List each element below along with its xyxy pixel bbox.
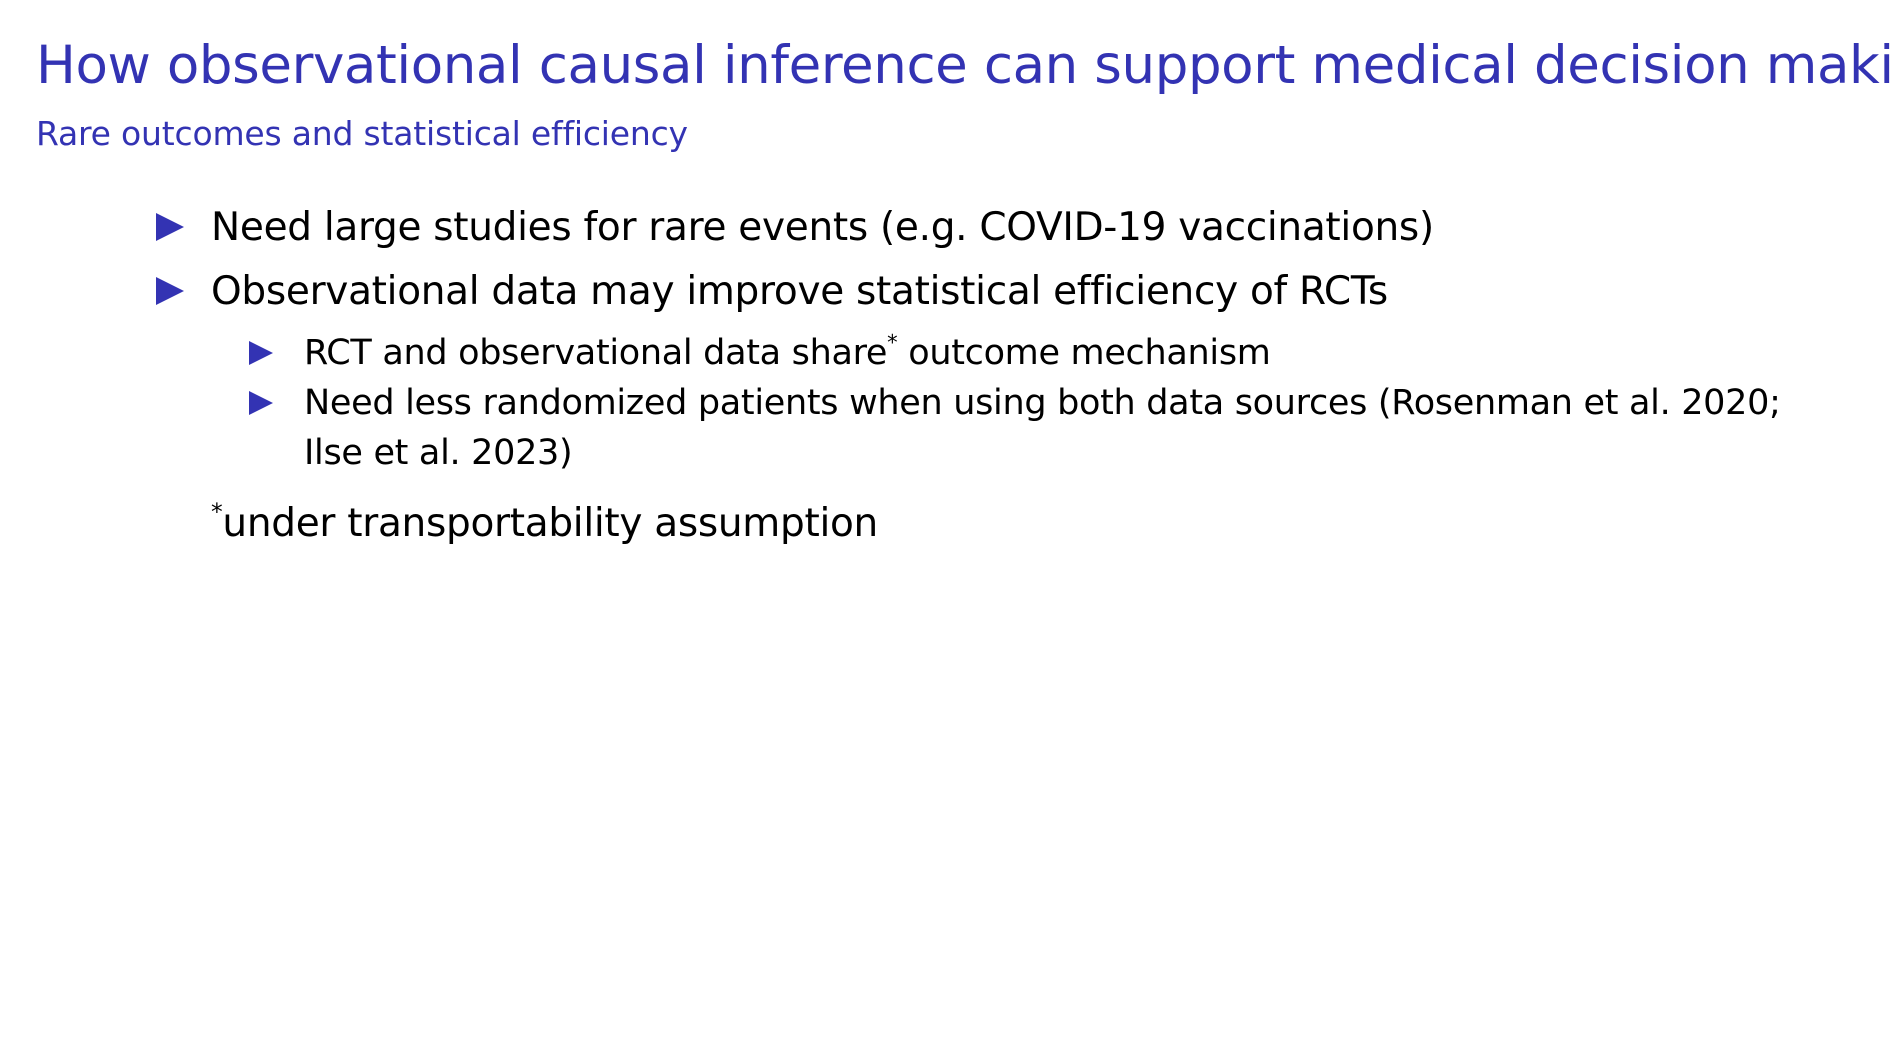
footnote-text: under transportability assumption [222, 501, 878, 546]
sub-bullet-text: Need less randomized patients when using… [304, 383, 1781, 473]
sub-bullet-item: Need less randomized patients when using… [249, 378, 1794, 478]
bullet-text: Observational data may improve statistic… [211, 269, 1388, 314]
sub-bullet-text-start: RCT and observational data share [304, 333, 888, 373]
asterisk-mark: * [211, 497, 223, 526]
triangle-bullet-icon [249, 391, 273, 415]
triangle-bullet-icon [156, 213, 184, 241]
bullet-list: Need large studies for rare events (e.g.… [156, 196, 1846, 552]
sub-bullet-text-end: outcome mechanism [897, 333, 1271, 373]
slide-title: How observational causal inference can s… [36, 35, 1890, 96]
asterisk-mark: * [887, 330, 898, 355]
sub-bullet-text: RCT and observational data share* outcom… [304, 330, 1271, 373]
sub-bullet-list: RCT and observational data share* outcom… [156, 328, 1846, 478]
footnote: *under transportability assumption [156, 496, 1846, 552]
sub-bullet-item: RCT and observational data share* outcom… [249, 328, 1846, 378]
triangle-bullet-icon [249, 341, 273, 365]
bullet-item: Need large studies for rare events (e.g.… [156, 196, 1846, 260]
triangle-bullet-icon [156, 277, 184, 305]
slide-subtitle: Rare outcomes and statistical efficiency [36, 114, 688, 153]
bullet-item: Observational data may improve statistic… [156, 260, 1846, 324]
bullet-text: Need large studies for rare events (e.g.… [211, 205, 1434, 250]
